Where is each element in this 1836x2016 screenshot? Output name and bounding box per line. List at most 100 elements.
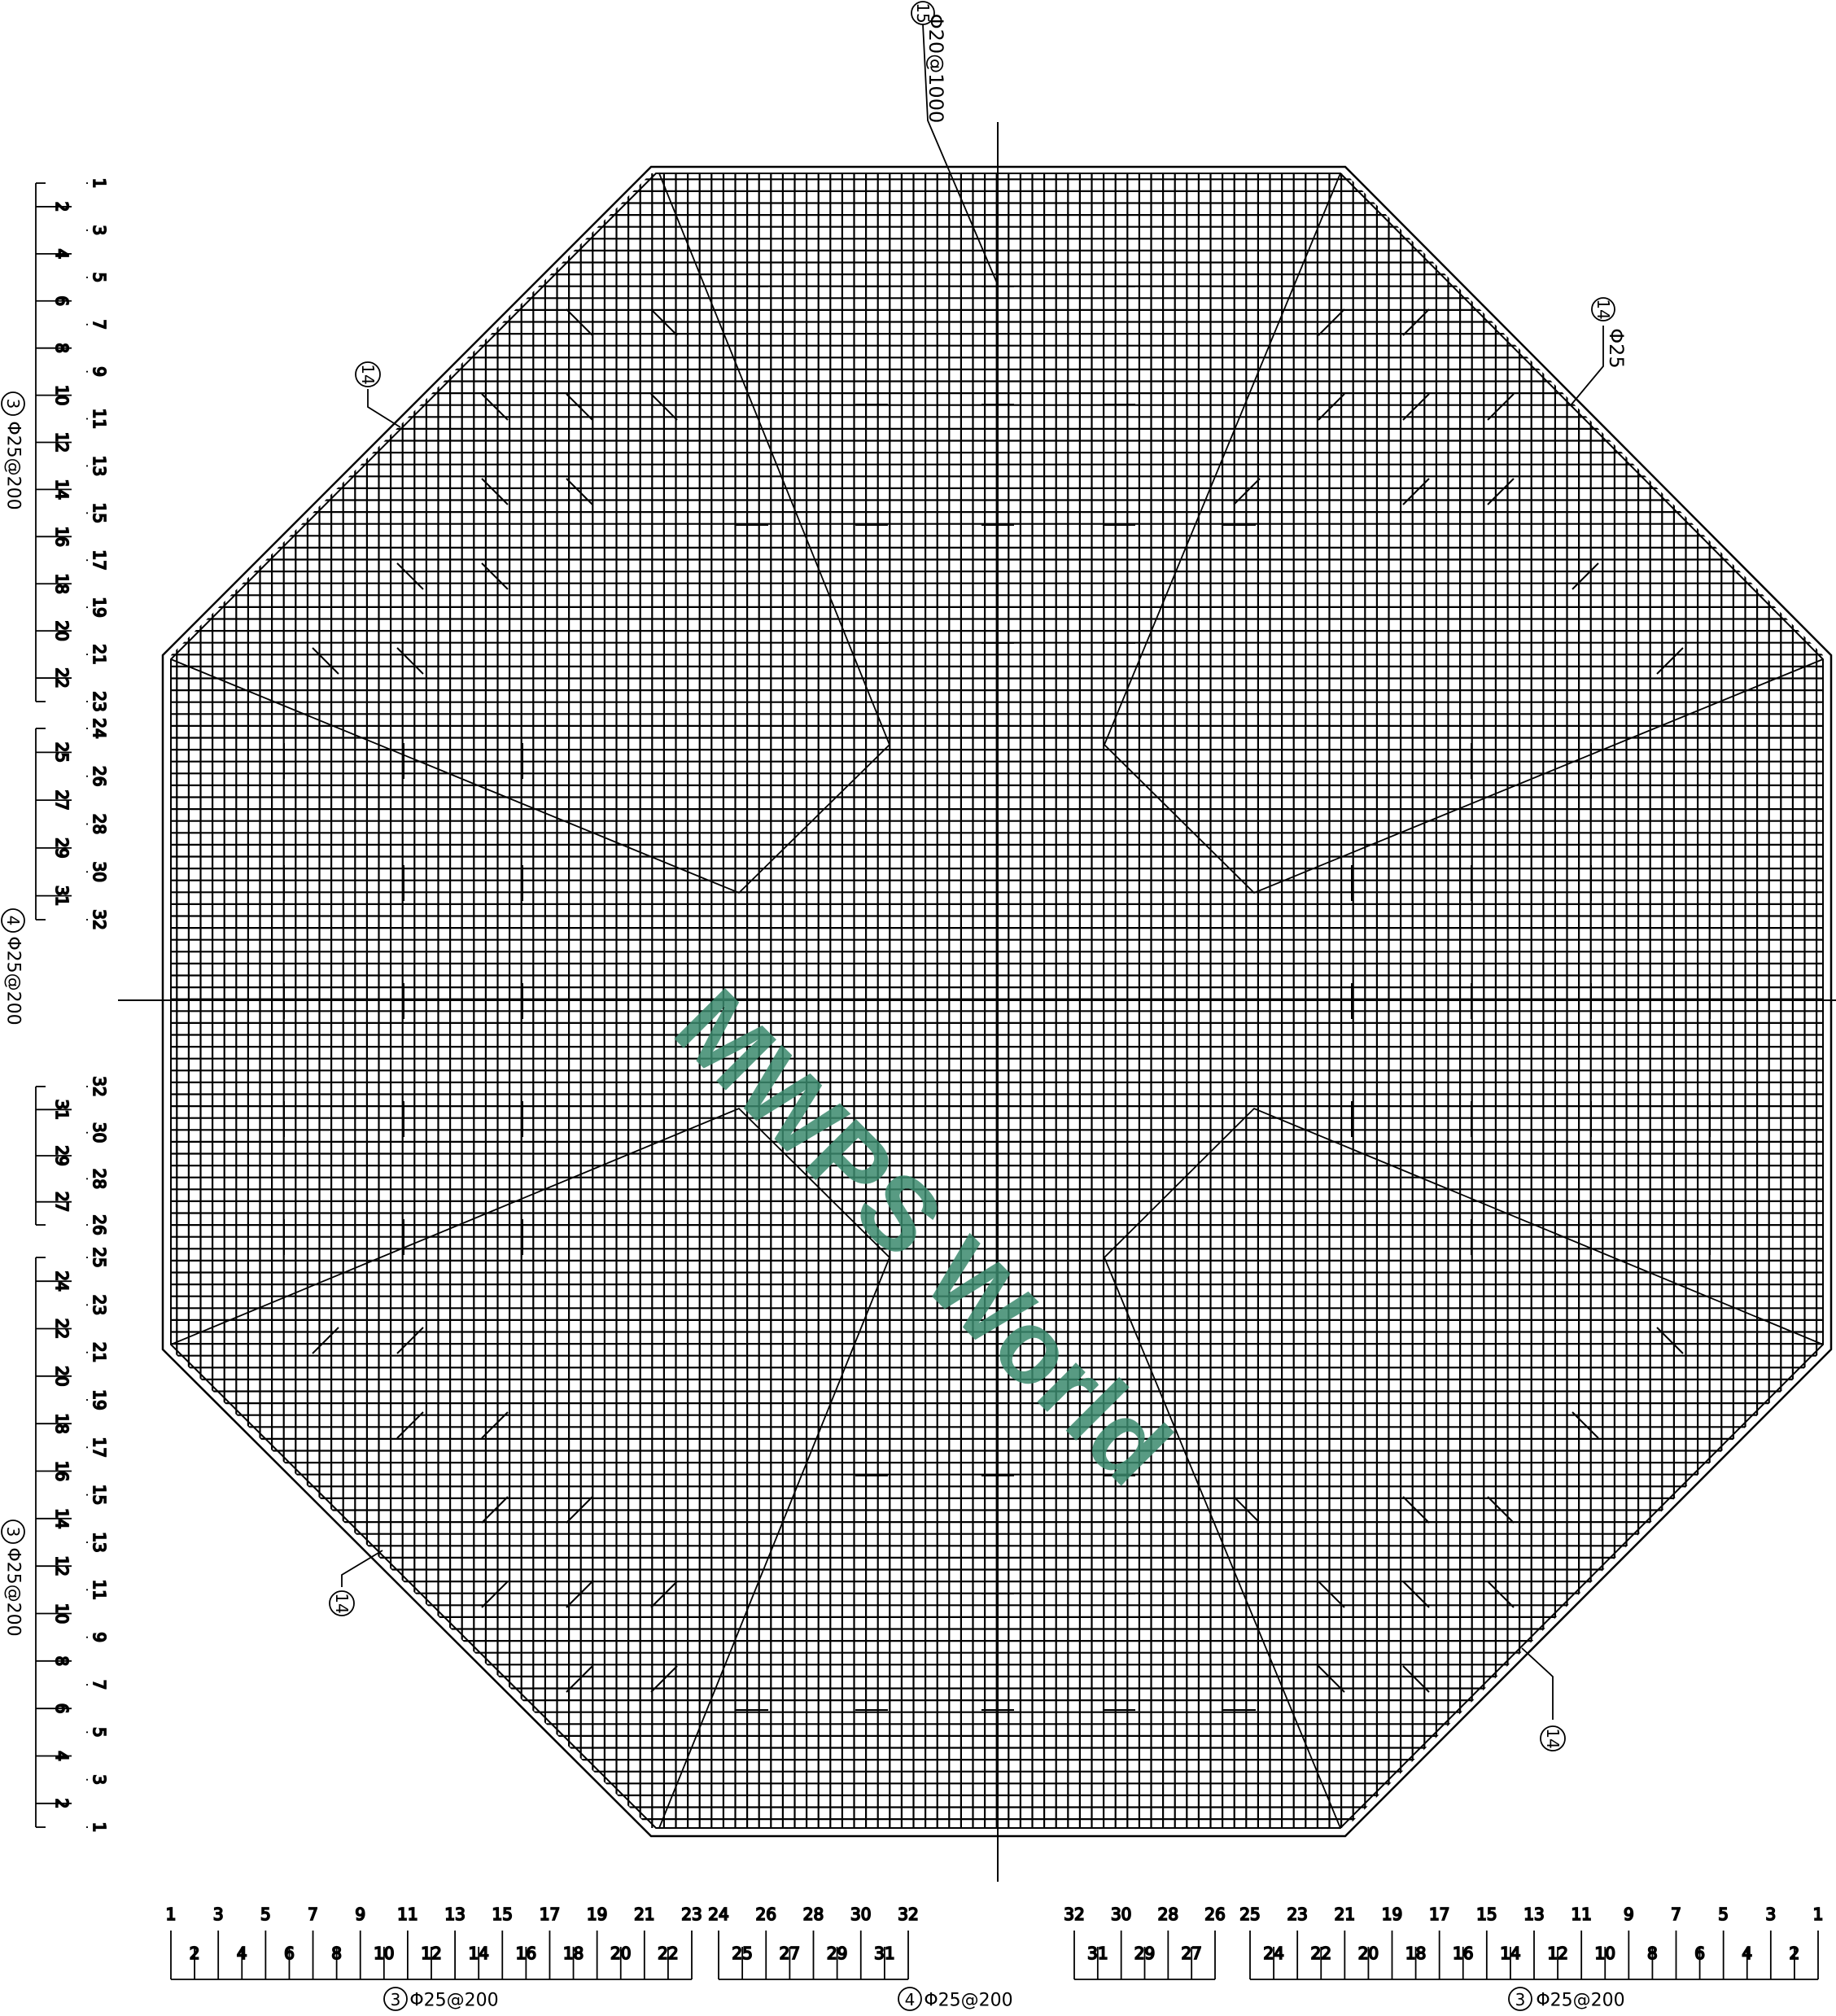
zone-line-sw — [170, 1107, 891, 1829]
bar-number: 6 — [284, 1944, 295, 1963]
callout-lower-right: 14 — [1540, 1725, 1566, 1751]
bar-number: 32 — [898, 1904, 918, 1924]
bottom-schedule-run-middle-left: 24 25 26 27 28 29 30 31 32 — [707, 1904, 920, 1980]
diagonal-tick — [1487, 1581, 1515, 1608]
leader-lower-right — [1521, 1647, 1554, 1720]
bar-number: 28 — [90, 1169, 109, 1189]
diagonal-tick — [1318, 393, 1345, 421]
schedule-mark-number: 3 — [3, 1527, 23, 1537]
bar-number: 18 — [52, 574, 72, 594]
bar-number: 31 — [1087, 1944, 1108, 1963]
bar-number: 9 — [355, 1904, 365, 1924]
bar-number: 22 — [1311, 1944, 1331, 1963]
diagonal-tick — [1656, 1327, 1684, 1354]
bar-number: 21 — [1335, 1904, 1355, 1924]
bar-number: 5 — [90, 272, 109, 282]
bar-number: 3 — [90, 1774, 109, 1785]
bar-number: 25 — [1239, 1904, 1260, 1924]
diagonal-tick — [566, 393, 593, 421]
diagonal-tick — [1402, 1665, 1430, 1693]
bar-number: 17 — [90, 550, 109, 571]
diagonal-tick — [1402, 393, 1430, 421]
callout-mark-bubble — [1540, 1725, 1566, 1751]
callout-mark-number: 14 — [1593, 299, 1613, 319]
bar-number: 5 — [260, 1904, 271, 1924]
bar-number: 30 — [1111, 1904, 1131, 1924]
diagonal-tick — [1402, 1581, 1430, 1608]
left-schedule-run-middle-upper: 24 25 26 27 28 29 30 31 32 — [35, 717, 110, 931]
diagonal-tick — [481, 1496, 509, 1524]
diagonal-tick — [1233, 478, 1261, 505]
schedule-mark-bubble — [1, 1520, 25, 1544]
bar-number: 30 — [850, 1904, 871, 1924]
diagonal-tick — [396, 562, 424, 590]
bar-number: 2 — [190, 1944, 200, 1963]
bar-number: 16 — [52, 1461, 72, 1481]
bar-number: 13 — [1523, 1904, 1544, 1924]
diagonal-tick — [650, 308, 678, 336]
leader-lower-left — [341, 1550, 383, 1587]
bar-number: 24 — [90, 718, 109, 738]
bar-number: 26 — [1204, 1904, 1225, 1924]
bar-number: 7 — [90, 319, 109, 330]
bar-number: 8 — [1647, 1944, 1658, 1963]
bar-number: 1 — [1813, 1904, 1824, 1924]
diagonal-tick — [566, 1581, 593, 1608]
diagonal-tick — [1318, 1665, 1345, 1693]
bar-number: 23 — [90, 1295, 109, 1315]
bar-number: 5 — [1718, 1904, 1729, 1924]
zone-boundaries — [170, 173, 1824, 1829]
bar-number: 3 — [213, 1904, 224, 1924]
bar-number: 27 — [1181, 1944, 1201, 1963]
bar-number: 6 — [1694, 1944, 1705, 1963]
left-schedule-run-middle-lower: 32 31 30 29 28 27 26 — [35, 1075, 110, 1236]
bar-number: 25 — [732, 1944, 752, 1963]
bar-number: 16 — [1453, 1944, 1473, 1963]
bar-number: 8 — [52, 343, 72, 353]
bar-number: 18 — [563, 1944, 584, 1963]
bar-number: 6 — [52, 295, 72, 306]
bar-number: 16 — [516, 1944, 536, 1963]
callout-lower-left: 14 — [329, 1590, 355, 1616]
bar-number: 11 — [397, 1904, 417, 1924]
leader-upper-right — [1570, 326, 1604, 406]
bar-number: 19 — [90, 1389, 109, 1410]
schedule-mark-bubble — [383, 1987, 408, 2011]
schedule-label-left-middle: 4 Φ25@200 — [1, 908, 25, 1025]
callout-mark-bubble — [329, 1590, 355, 1616]
zone-line-nw — [170, 173, 891, 894]
bar-number: 29 — [52, 1145, 72, 1165]
callout-mark-number: 15 — [913, 2, 933, 23]
diagonal-tick — [312, 1327, 339, 1354]
diagonal-tick — [396, 647, 424, 675]
diagonal-tick — [650, 1665, 678, 1693]
callout-top: 15 Φ20@1000 — [911, 1, 947, 124]
bar-number: 14 — [52, 1508, 72, 1528]
callout-label: Φ20@1000 — [925, 14, 947, 124]
schedule-mark-bubble — [1, 908, 25, 933]
diagonal-tick — [1318, 308, 1345, 336]
diagonal-tick — [566, 1496, 593, 1524]
bar-number: 4 — [237, 1944, 247, 1963]
bar-number: 19 — [1382, 1904, 1402, 1924]
leader-top — [922, 24, 999, 286]
bar-number: 4 — [52, 1751, 72, 1761]
bar-number: 10 — [1595, 1944, 1615, 1963]
diagonal-tick — [1402, 1496, 1430, 1524]
diagonal-tick — [1402, 308, 1430, 336]
bar-number: 26 — [756, 1904, 776, 1924]
callout-mark-bubble — [1591, 297, 1615, 321]
bar-number: 27 — [780, 1944, 800, 1963]
left-bar-schedule: 1234567891011121314151617181920212223242… — [35, 177, 110, 1833]
callout-mark-bubble — [911, 1, 935, 25]
bar-number: 14 — [1500, 1944, 1520, 1963]
diagonal-tick — [1656, 647, 1684, 675]
bar-number: 24 — [52, 1270, 72, 1291]
bar-number: 7 — [90, 1680, 109, 1690]
bar-number: 11 — [90, 409, 109, 429]
diagonal-tick — [396, 1411, 424, 1439]
callout-label: Φ25 — [1605, 328, 1628, 368]
diagonal-tick — [1487, 1496, 1515, 1524]
bar-number: 23 — [90, 691, 109, 711]
